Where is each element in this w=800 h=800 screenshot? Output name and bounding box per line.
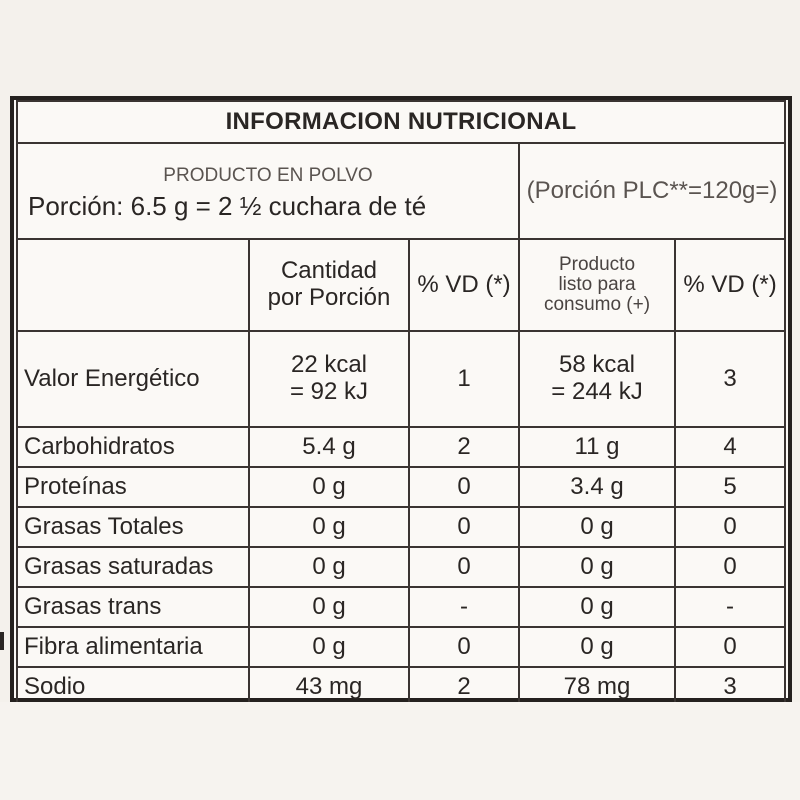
plc-portion: (Porción PLC**=120g=) — [517, 142, 787, 240]
vd-listo: 0 — [673, 626, 787, 668]
header-listo-line1: Producto — [558, 254, 636, 276]
header-vd-polvo: % VD (*) — [408, 238, 520, 332]
table-row: Sodio 43 mg 2 78 mg 3 — [16, 666, 787, 708]
energy-vd-polvo: 1 — [408, 330, 520, 428]
nutrient-name: Grasas trans — [16, 586, 250, 628]
vd-polvo: 0 — [408, 506, 520, 548]
vd-listo: - — [673, 586, 787, 628]
edge-mark — [0, 632, 4, 650]
energy-listo-kj: = 244 kJ — [551, 378, 643, 405]
energy-polvo: 22 kcal = 92 kJ — [248, 330, 410, 428]
table-row: Fibra alimentaria 0 g 0 0 g 0 — [16, 626, 787, 668]
vd-polvo: 0 — [408, 466, 520, 508]
amount-polvo: 0 g — [248, 506, 410, 548]
nutrient-name: Fibra alimentaria — [16, 626, 250, 668]
energy-polvo-kj: = 92 kJ — [289, 378, 369, 405]
amount-polvo: 0 g — [248, 626, 410, 668]
vd-listo: 0 — [673, 506, 787, 548]
nutrient-name: Carbohidratos — [16, 426, 250, 468]
table-row: Grasas trans 0 g - 0 g - — [16, 586, 787, 628]
header-vd-listo: % VD (*) — [673, 238, 787, 332]
energy-polvo-kcal: 22 kcal — [290, 351, 368, 379]
header-producto-listo: Producto listo para consumo (+) — [518, 238, 676, 332]
nutrient-name: Grasas saturadas — [16, 546, 250, 588]
energy-listo: 58 kcal = 244 kJ — [518, 330, 676, 428]
vd-listo: 4 — [673, 426, 787, 468]
nutrient-name: Valor Energético — [16, 330, 250, 428]
portion-info-cell: PRODUCTO EN POLVO Porción: 6.5 g = 2 ½ c… — [16, 142, 520, 240]
table-row-energy: Valor Energético 22 kcal = 92 kJ 1 58 kc… — [16, 330, 787, 428]
header-blank — [16, 238, 250, 332]
amount-polvo: 43 mg — [248, 666, 410, 708]
header-cantidad-line1: Cantidad — [280, 257, 378, 285]
amount-polvo: 5.4 g — [248, 426, 410, 468]
vd-listo: 0 — [673, 546, 787, 588]
amount-polvo: 0 g — [248, 466, 410, 508]
header-cantidad-line2: por Porción — [267, 284, 391, 311]
nutrient-name: Proteínas — [16, 466, 250, 508]
amount-listo: 0 g — [518, 586, 676, 628]
vd-polvo: 2 — [408, 426, 520, 468]
amount-polvo: 0 g — [248, 546, 410, 588]
table-title: INFORMACION NUTRICIONAL — [15, 100, 787, 144]
amount-listo: 11 g — [518, 426, 676, 468]
amount-listo: 0 g — [518, 626, 676, 668]
vd-listo: 5 — [673, 466, 787, 508]
table-row: Proteínas 0 g 0 3.4 g 5 — [16, 466, 787, 508]
nutrition-facts-table: INFORMACION NUTRICIONAL PRODUCTO EN POLV… — [15, 100, 787, 708]
table-row: Grasas Totales 0 g 0 0 g 0 — [16, 506, 787, 548]
amount-polvo: 0 g — [248, 586, 410, 628]
nutrient-name: Sodio — [16, 666, 250, 708]
vd-listo: 3 — [673, 666, 787, 708]
table-row: Grasas saturadas 0 g 0 0 g 0 — [16, 546, 787, 588]
vd-polvo: - — [408, 586, 520, 628]
amount-listo: 0 g — [518, 506, 676, 548]
product-type: PRODUCTO EN POLVO — [163, 164, 373, 186]
header-listo-line3: consumo (+) — [543, 293, 651, 315]
vd-polvo: 0 — [408, 626, 520, 668]
header-listo-line2: listo para — [558, 274, 636, 296]
nutrient-name: Grasas Totales — [16, 506, 250, 548]
image-bottom-margin — [0, 702, 800, 800]
header-cantidad: Cantidad por Porción — [248, 238, 410, 332]
vd-polvo: 2 — [408, 666, 520, 708]
amount-listo: 3.4 g — [518, 466, 676, 508]
amount-listo: 0 g — [518, 546, 676, 588]
amount-listo: 78 mg — [518, 666, 676, 708]
energy-vd-listo: 3 — [673, 330, 787, 428]
vd-polvo: 0 — [408, 546, 520, 588]
portion-size: Porción: 6.5 g = 2 ½ cuchara de té — [28, 191, 427, 222]
table-row: Carbohidratos 5.4 g 2 11 g 4 — [16, 426, 787, 468]
energy-listo-kcal: 58 kcal — [558, 351, 636, 379]
